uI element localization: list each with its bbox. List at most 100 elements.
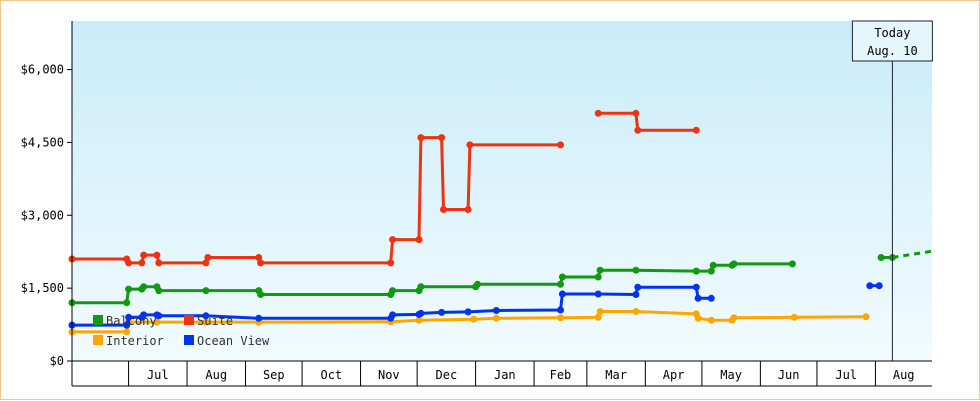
series-interior-point: [862, 313, 870, 321]
legend-label-suite: Suite: [197, 314, 233, 328]
series-ocean-view-point: [875, 282, 883, 290]
series-ocean-view-point: [202, 312, 210, 320]
series-suite-point: [202, 259, 210, 267]
series-balcony-point: [257, 291, 265, 298]
series-balcony-point: [632, 266, 640, 274]
series-suite-point: [632, 109, 640, 117]
series-balcony-point: [788, 260, 796, 268]
series-balcony-point: [877, 254, 885, 261]
series-suite-point: [464, 206, 472, 213]
series-ocean-view-point: [140, 311, 148, 319]
y-tick-label: $1,500: [21, 281, 64, 295]
series-balcony-point: [417, 283, 425, 291]
legend-swatch-ocean-view: [184, 335, 194, 345]
series-ocean-view-point: [255, 314, 263, 322]
x-tick-label: May: [720, 368, 742, 382]
series-ocean-view-point: [632, 291, 640, 298]
series-ocean-view-point: [417, 309, 425, 317]
legend-swatch-suite: [184, 315, 194, 325]
series-ocean-view-point: [389, 311, 397, 319]
x-tick-label: Feb: [550, 368, 572, 382]
x-tick-label: Jun: [778, 368, 800, 382]
series-suite-point: [557, 141, 564, 149]
y-tick-label: $3,000: [21, 208, 64, 222]
legend-label-ocean-view: Ocean View: [197, 334, 270, 348]
x-tick-label: Oct: [320, 368, 342, 382]
series-suite-point: [634, 126, 642, 134]
axes-layer: $0 $1,500 $3,000 $4,500 $6,000 Jul Aug Sep Oct No…: [21, 21, 932, 387]
series-balcony-point: [140, 283, 148, 291]
y-tick-label: $6,000: [21, 63, 64, 77]
series-suite-point: [594, 109, 602, 117]
series-ocean-view-point: [866, 282, 874, 290]
legend: Balcony Suite Interior Ocean View: [93, 314, 270, 348]
series-ocean-view-point: [594, 290, 602, 298]
series-balcony-point: [730, 260, 738, 268]
series-suite-point: [417, 134, 425, 142]
series-interior-point: [415, 316, 423, 324]
series-interior-point: [470, 315, 478, 323]
today-marker: Today Aug. 10: [851, 20, 933, 361]
series-suite-point: [415, 236, 423, 244]
x-tick-label: Mar: [605, 368, 627, 382]
series-balcony-point: [596, 266, 604, 274]
series-suite-point: [389, 236, 397, 244]
series-ocean-view-point: [692, 283, 700, 291]
x-tick-label: Jan: [494, 368, 516, 382]
series-balcony-point: [155, 287, 163, 295]
series-interior-point: [730, 314, 738, 322]
series-suite-point: [387, 259, 395, 267]
series-balcony-point: [707, 267, 715, 275]
x-tick-label: Nov: [378, 368, 400, 382]
legend-swatch-interior: [93, 335, 103, 345]
x-tick-label: Apr: [663, 368, 685, 382]
series-interior-point: [790, 313, 798, 321]
series-balcony-point: [125, 285, 133, 293]
x-tick-label: Aug: [205, 368, 227, 382]
series-balcony-projection: [892, 249, 933, 259]
series-interior-point: [594, 313, 602, 321]
y-tick-label: $4,500: [21, 135, 64, 149]
series-balcony-point: [692, 267, 700, 275]
series-suite-line: [598, 111, 697, 132]
legend-swatch-balcony: [93, 315, 103, 325]
legend-label-interior: Interior: [106, 334, 164, 348]
series-ocean-view-point: [155, 312, 163, 320]
series-ocean-view-point: [694, 294, 702, 302]
x-tick-label: Sep: [263, 368, 285, 382]
series-balcony-point: [123, 299, 131, 307]
today-box: [851, 20, 933, 62]
series-suite-point: [140, 251, 148, 259]
series-ocean-view-point: [464, 308, 472, 316]
series-ocean-view-point: [438, 308, 446, 316]
series-interior-point: [694, 314, 702, 322]
today-date: Aug. 10: [867, 44, 918, 58]
x-tick-label: Jul: [835, 368, 857, 382]
series-ocean-view-point: [634, 283, 642, 291]
series-interior-point: [153, 318, 161, 326]
series-ocean-view-point: [125, 313, 133, 321]
series-interior-point: [492, 314, 500, 322]
x-tick-label: Jul: [147, 368, 169, 382]
series-suite-point: [692, 126, 700, 134]
series-suite-point: [257, 259, 265, 267]
x-tick-label: Aug: [893, 368, 915, 382]
series-interior-point: [123, 328, 131, 336]
series-ocean-view-point: [558, 290, 566, 298]
series-balcony-point: [202, 287, 210, 295]
series-suite-point: [466, 141, 474, 149]
series-balcony-point: [558, 273, 566, 281]
series-interior-point: [632, 308, 640, 315]
series-suite-point: [155, 259, 163, 267]
series-ocean-view-point: [123, 321, 131, 329]
series-suite-point: [438, 134, 446, 142]
series-interior-point: [707, 316, 715, 324]
series-balcony-point: [557, 280, 564, 288]
series-suite-point: [138, 259, 146, 267]
series-ocean-view-point: [492, 307, 500, 314]
series-balcony-point: [709, 261, 717, 269]
series-suite-point: [440, 206, 447, 213]
series-ocean-view-point: [707, 294, 715, 302]
